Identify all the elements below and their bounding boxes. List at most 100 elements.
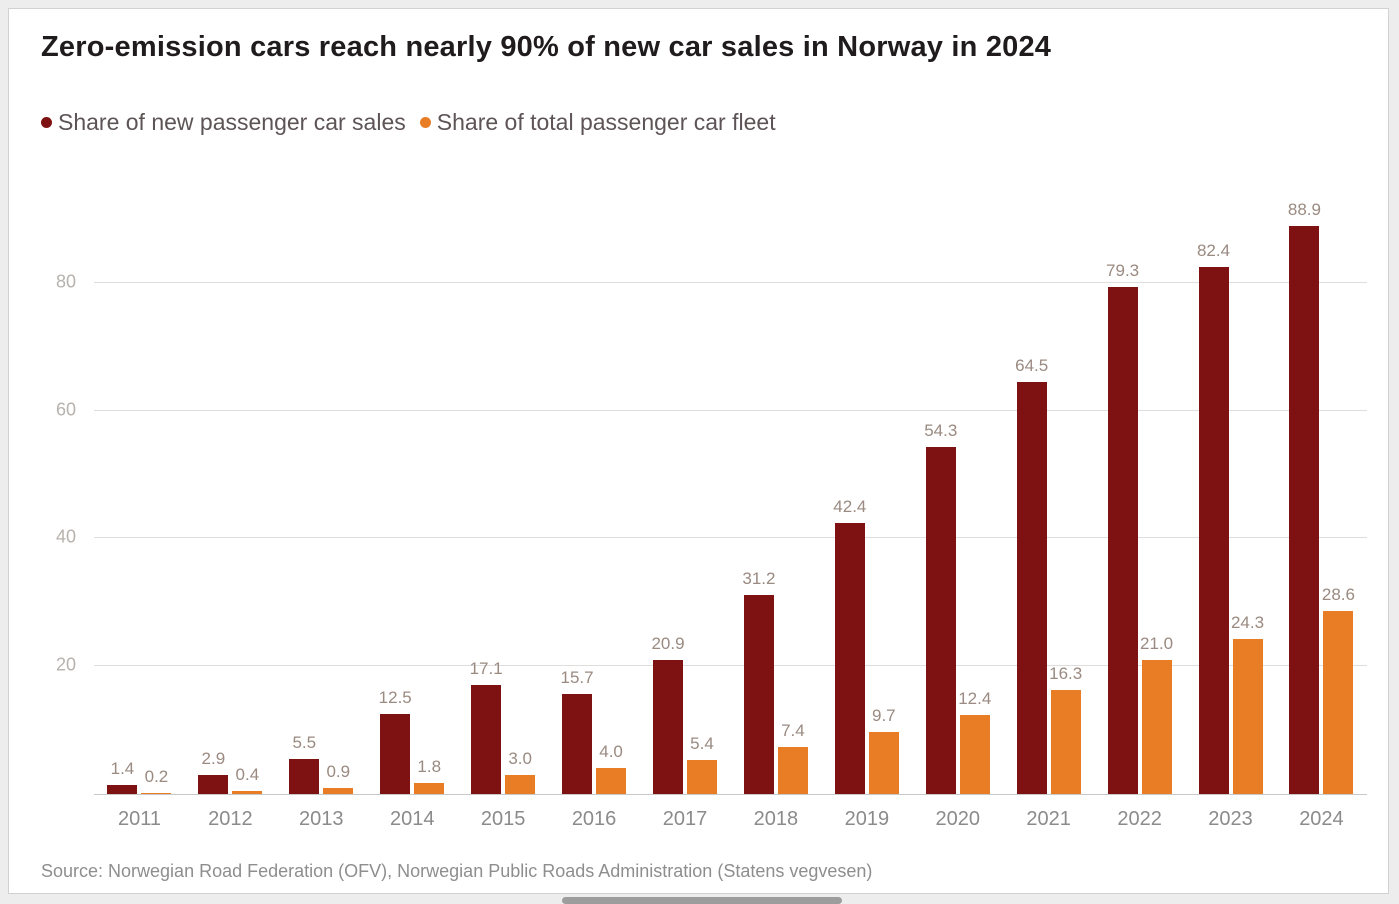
bar-group: 2.9 0.4 2012 <box>185 174 276 830</box>
legend-item-fleet: Share of total passenger car fleet <box>419 109 776 136</box>
bar-group: 82.4 24.3 2023 <box>1185 174 1276 830</box>
bar: 7.4 <box>777 721 808 794</box>
bar: 12.4 <box>958 689 991 794</box>
bar: 31.2 <box>742 569 775 794</box>
bar-value-label: 21.0 <box>1140 633 1174 653</box>
x-tick-label: 2012 <box>208 808 253 830</box>
bar: 15.7 <box>561 668 594 794</box>
bar: 1.8 <box>414 757 445 794</box>
x-tick-label: 2020 <box>935 808 981 830</box>
plot-area: 20 40 60 80 1.4 0.2 2011 2.9 0.4 2012 5.5 0.9 2013 12… <box>56 174 1367 830</box>
bar-value-label: 5.5 <box>292 732 317 752</box>
bar-value-label: 64.5 <box>1015 355 1049 375</box>
x-tick-label: 2015 <box>480 808 526 830</box>
legend-label-new-sales: Share of new passenger car sales <box>58 109 406 135</box>
gridline: 40 <box>56 527 1367 547</box>
bar-group: 64.5 16.3 2021 <box>1003 174 1094 830</box>
bar-group: 12.5 1.8 2014 <box>367 174 458 830</box>
bar-value-label: 17.1 <box>469 658 503 678</box>
bar-value-label: 42.4 <box>833 497 867 516</box>
chart-card: Zero-emission cars reach nearly 90% of n… <box>8 8 1389 894</box>
bar: 82.4 <box>1197 241 1230 794</box>
bar-value-label: 20.9 <box>651 634 685 654</box>
x-tick-label: 2014 <box>389 808 435 830</box>
source-text: Source: Norwegian Road Federation (OFV),… <box>41 861 873 881</box>
bar: 4.0 <box>596 742 627 794</box>
bar-value-label: 24.3 <box>1230 612 1265 632</box>
bar-group: 17.1 3.0 2015 <box>458 174 549 830</box>
bar: 21.0 <box>1140 634 1173 794</box>
bar-value-label: 28.6 <box>1321 585 1355 605</box>
bar: 79.3 <box>1106 261 1139 794</box>
x-tick-label: 2021 <box>1026 808 1071 830</box>
x-tick-label: 2023 <box>1208 808 1253 830</box>
bar: 12.5 <box>379 688 412 794</box>
x-tick-label: 2013 <box>299 808 344 830</box>
x-tick-label: 2018 <box>753 808 799 830</box>
x-tick-label: 2019 <box>844 808 890 830</box>
bar-value-label: 79.3 <box>1106 261 1140 281</box>
bar-value-label: 82.4 <box>1196 241 1231 261</box>
bar-value-label: 15.7 <box>560 667 594 687</box>
bar: 28.6 <box>1322 585 1355 794</box>
bar: 2.9 <box>198 749 229 794</box>
y-tick-label: 20 <box>55 654 76 675</box>
bar-group: 54.3 12.4 2020 <box>912 174 1003 830</box>
bar: 5.5 <box>289 733 320 794</box>
bar-value-label: 54.3 <box>924 420 958 440</box>
bar-value-label: 0.9 <box>326 762 351 782</box>
legend: Share of new passenger car sales Share o… <box>41 109 776 136</box>
bar-value-label: 12.5 <box>378 688 412 708</box>
bar-groups-container: 1.4 0.2 2011 2.9 0.4 2012 5.5 0.9 2013 12.5 1.8 201… <box>94 174 1367 830</box>
bar-value-label: 1.8 <box>417 756 442 776</box>
bar: 0.4 <box>232 765 263 794</box>
legend-dot-new-sales-icon <box>41 117 52 128</box>
bar-value-label: 12.4 <box>958 688 992 708</box>
x-tick-label: 2011 <box>117 808 161 830</box>
bar: 20.9 <box>651 634 685 794</box>
bar-value-label: 4.0 <box>599 742 623 762</box>
bar-group: 79.3 21.0 2022 <box>1094 174 1185 830</box>
bar-value-label: 88.9 <box>1287 199 1321 219</box>
gridline: 20 <box>56 655 1367 675</box>
bar-value-label: 0.4 <box>235 765 260 785</box>
bar: 24.3 <box>1231 613 1264 794</box>
legend-label-fleet: Share of total passenger car fleet <box>436 109 776 135</box>
bar: 64.5 <box>1015 356 1048 794</box>
bar-value-label: 3.0 <box>508 748 532 768</box>
bar-group: 88.9 28.6 2024 <box>1276 174 1367 830</box>
bar: 3.0 <box>505 749 536 794</box>
bar-group: 5.5 0.9 2013 <box>276 174 367 830</box>
bar-group: 15.7 4.0 2016 <box>549 174 640 830</box>
bar: 88.9 <box>1288 200 1321 794</box>
legend-item-new-sales: Share of new passenger car sales <box>41 109 406 136</box>
bar-group: 1.4 0.2 2011 <box>94 174 185 830</box>
bar: 0.2 <box>141 767 172 794</box>
bar: 5.4 <box>686 734 717 794</box>
x-tick-label: 2024 <box>1299 808 1344 830</box>
bar-group: 42.4 9.7 2019 <box>821 174 912 830</box>
bar: 0.9 <box>323 762 354 794</box>
bar: 17.1 <box>470 659 503 794</box>
bar-value-label: 0.2 <box>144 766 169 786</box>
scroll-indicator[interactable] <box>562 897 842 904</box>
y-tick-label: 80 <box>55 271 76 292</box>
bar-value-label: 5.4 <box>690 733 714 753</box>
bar-group: 31.2 7.4 2018 <box>730 174 821 830</box>
bar: 42.4 <box>833 497 866 794</box>
bar-value-label: 7.4 <box>781 720 805 740</box>
x-tick-label: 2022 <box>1117 808 1162 830</box>
bar: 16.3 <box>1049 664 1082 794</box>
bar-value-label: 2.9 <box>201 749 226 769</box>
bar-value-label: 9.7 <box>872 706 896 725</box>
bar-value-label: 1.4 <box>110 759 135 779</box>
page-title: Zero-emission cars reach nearly 90% of n… <box>41 31 1052 63</box>
gridline: 80 <box>56 271 1367 291</box>
bar-value-label: 16.3 <box>1049 663 1083 683</box>
x-tick-label: 2016 <box>571 808 617 830</box>
y-tick-label: 40 <box>55 526 76 547</box>
y-tick-label: 60 <box>55 399 76 419</box>
bar: 54.3 <box>924 421 957 794</box>
bar: 1.4 <box>107 759 138 794</box>
x-tick-label: 2017 <box>662 808 708 830</box>
